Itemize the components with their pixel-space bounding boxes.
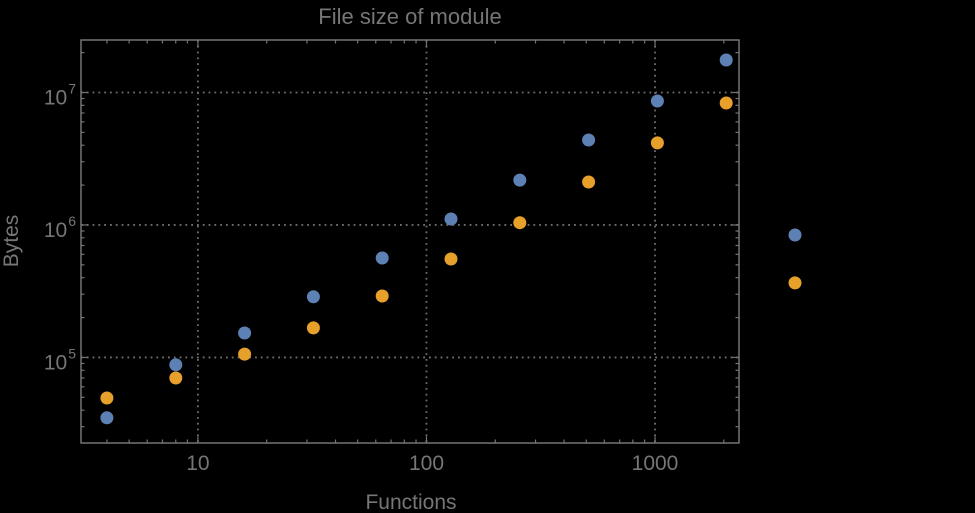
data-point-series-orange xyxy=(788,276,802,290)
data-point-series-blue xyxy=(100,411,114,425)
plot-frame xyxy=(80,39,740,444)
data-point-series-orange xyxy=(100,391,114,405)
data-point-series-blue xyxy=(306,290,320,304)
data-point-series-orange xyxy=(238,347,252,361)
data-point-series-orange xyxy=(513,216,527,230)
chart-title: File size of module xyxy=(318,4,501,29)
x-axis-label: Functions xyxy=(365,491,456,513)
y-axis-label: Bytes xyxy=(0,215,23,268)
data-point-series-blue xyxy=(582,133,596,147)
x-tick-label: 10 xyxy=(186,452,209,475)
data-point-series-blue xyxy=(513,173,527,187)
data-point-series-orange xyxy=(375,289,389,303)
series-orange xyxy=(100,96,802,405)
y-tick-label: 106 xyxy=(44,213,76,242)
x-tick-label: 1000 xyxy=(632,452,679,475)
data-point-series-orange xyxy=(444,252,458,266)
data-point-series-orange xyxy=(306,321,320,335)
data-point-series-blue xyxy=(444,212,458,226)
data-point-series-orange xyxy=(719,96,733,110)
data-point-series-blue xyxy=(650,94,664,108)
series-blue xyxy=(100,53,802,425)
data-point-series-blue xyxy=(169,358,183,372)
data-point-series-orange xyxy=(169,371,183,385)
data-points xyxy=(100,53,802,425)
data-point-series-orange xyxy=(650,136,664,150)
tick-labels: 10 100 1000 105 106 107 xyxy=(44,81,679,476)
data-point-series-orange xyxy=(582,175,596,189)
y-tick-label: 105 xyxy=(44,345,76,374)
y-tick-label: 107 xyxy=(44,81,76,110)
x-tick-label: 100 xyxy=(409,452,444,475)
data-point-series-blue xyxy=(375,251,389,265)
data-point-series-blue xyxy=(238,326,252,340)
data-point-series-blue xyxy=(719,53,733,67)
data-point-series-blue xyxy=(788,228,802,242)
